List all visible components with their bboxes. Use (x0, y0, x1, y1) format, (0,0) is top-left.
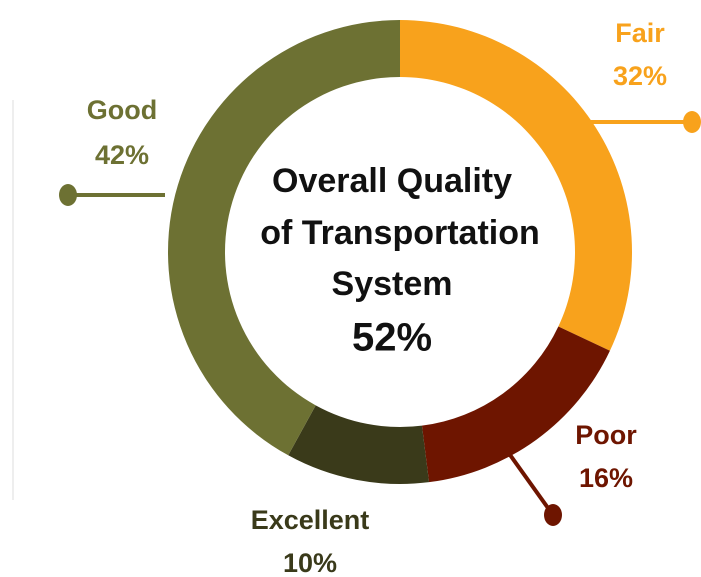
value-label: 16% (579, 463, 633, 493)
donut-slice (421, 326, 610, 483)
category-label: Poor (575, 420, 637, 450)
leader-dot (544, 504, 562, 526)
center-title: Overall Quality (272, 162, 512, 200)
value-label: 42% (95, 140, 149, 170)
leader-line (506, 450, 555, 517)
center-title: of Transportation (260, 214, 540, 252)
category-label: Good (87, 95, 157, 125)
category-label: Fair (615, 18, 665, 48)
leader-dot (59, 184, 77, 206)
donut-slice (400, 20, 632, 351)
arcs (168, 20, 632, 485)
value-label: 10% (283, 548, 337, 577)
donut-slice (288, 405, 430, 485)
center-value: 52% (352, 316, 432, 360)
leader-dot (683, 111, 701, 133)
category-label: Excellent (251, 505, 370, 535)
donut-slice (168, 20, 400, 456)
center-title: System (332, 265, 453, 303)
value-label: 32% (613, 61, 667, 91)
